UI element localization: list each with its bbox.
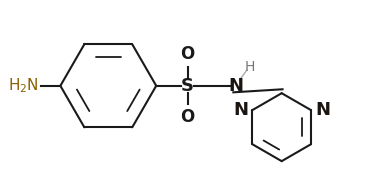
Text: O: O — [180, 108, 195, 126]
Text: S: S — [181, 77, 194, 95]
Text: H: H — [244, 60, 255, 74]
Text: N: N — [228, 77, 243, 95]
Text: H$_2$N: H$_2$N — [8, 76, 39, 95]
Text: N: N — [315, 101, 330, 119]
Text: N: N — [233, 101, 248, 119]
Text: O: O — [180, 45, 195, 63]
